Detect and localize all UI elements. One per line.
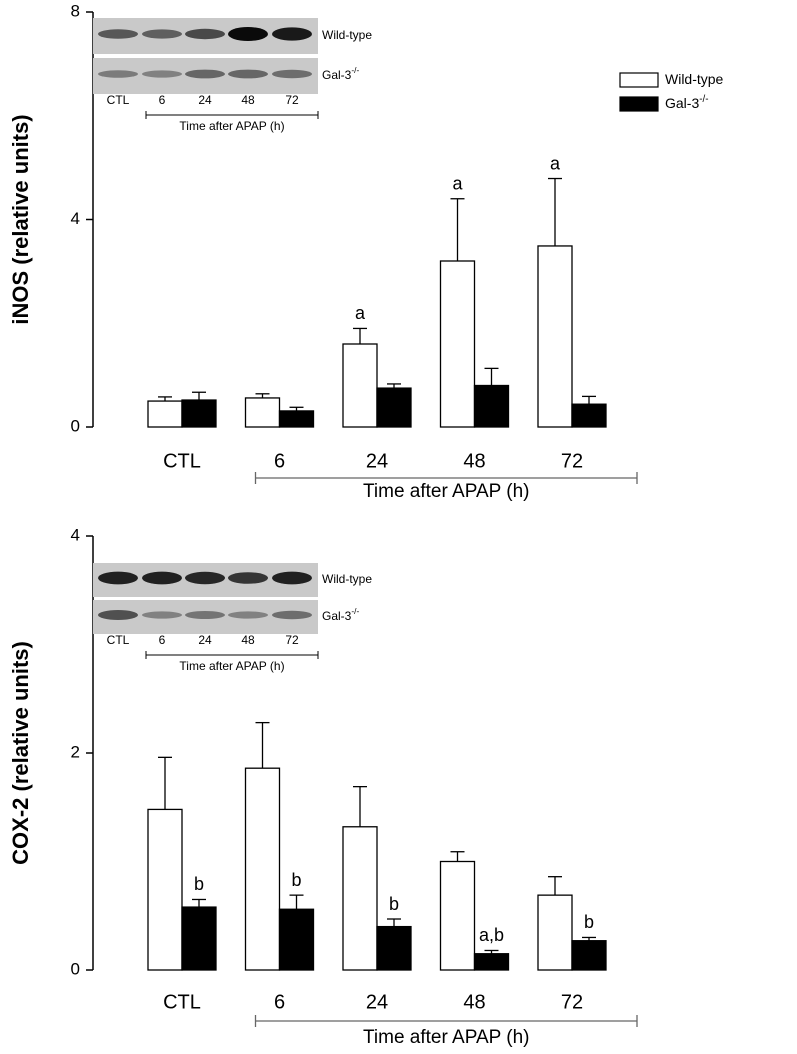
blot-band	[142, 29, 182, 39]
blot-lane-label: 72	[285, 633, 299, 647]
bar	[537, 245, 573, 428]
bar	[439, 260, 476, 428]
y-tick-label: 2	[71, 742, 80, 761]
annotation: a	[550, 153, 561, 173]
blot-band	[272, 571, 312, 585]
x-tick-label: 48	[463, 991, 485, 1013]
annotation: b	[291, 870, 301, 890]
blot-row-label: Wild-type	[322, 572, 372, 586]
y-tick-label: 8	[71, 1, 80, 20]
blot-lane-label: CTL	[107, 633, 130, 647]
blot-row-label-base: Gal-3	[322, 609, 352, 623]
x-tick-label: 24	[366, 991, 388, 1013]
blot-lane-label: CTL	[107, 93, 130, 107]
x-tick-label: 24	[366, 450, 388, 472]
blot-band	[185, 611, 225, 619]
blot-background	[93, 58, 318, 94]
y-tick-label: 4	[71, 525, 80, 544]
blot-lane-label: 48	[241, 93, 255, 107]
bar	[473, 384, 510, 428]
y-axis-label: COX-2 (relative units)	[8, 641, 33, 865]
blot-time-label: Time after APAP (h)	[179, 119, 284, 133]
blot-band	[142, 70, 182, 78]
x-tick-label: 6	[274, 450, 285, 472]
y-axis-label: iNOS (relative units)	[8, 114, 33, 324]
blot-band	[98, 610, 138, 620]
legend-swatch	[619, 96, 659, 112]
blot-lane-label: 24	[198, 633, 212, 647]
legend-swatch	[619, 72, 659, 88]
bar	[244, 397, 281, 428]
bar	[278, 410, 315, 428]
blot-band	[185, 571, 225, 585]
y-tick-label: 0	[71, 416, 80, 435]
y-tick-label: 4	[71, 209, 80, 228]
blot-row-label: Wild-type	[322, 28, 372, 42]
bar	[147, 400, 183, 428]
bar	[342, 343, 378, 428]
bar	[181, 399, 217, 428]
bar	[181, 906, 217, 971]
blot-row-label: Gal-3-/-	[322, 606, 359, 623]
blot-row-label: Gal-3-/-	[322, 65, 359, 82]
blot-row-label-base: Gal-3	[322, 68, 352, 82]
bar	[244, 767, 281, 971]
bar	[571, 940, 607, 971]
annotation: b	[389, 894, 399, 914]
blot-lane-label: 6	[159, 633, 166, 647]
blot-band	[272, 27, 312, 41]
blot-row-label-base: Wild-type	[322, 572, 372, 586]
bar	[278, 908, 315, 971]
annotation: a	[355, 303, 366, 323]
legend-label-base: Wild-type	[665, 71, 724, 87]
annotation: a,b	[479, 925, 504, 945]
blot-band	[272, 69, 312, 79]
blot-lane-label: 6	[159, 93, 166, 107]
blot-band	[228, 27, 268, 41]
blot-band	[228, 572, 268, 584]
legend-label-base: Gal-3	[665, 95, 699, 111]
blot-lane-label: 48	[241, 633, 255, 647]
bar	[473, 953, 510, 971]
blot-band	[272, 610, 312, 620]
bar	[147, 808, 183, 971]
bar	[439, 860, 476, 971]
bar	[537, 894, 573, 971]
blot-band	[185, 28, 225, 40]
bar	[342, 826, 378, 971]
legend-label-superscript: -/-	[699, 94, 708, 105]
x-tick-label: CTL	[163, 991, 201, 1013]
blot-band	[142, 611, 182, 619]
blot-band	[228, 611, 268, 619]
x-axis-label: Time after APAP (h)	[363, 1027, 529, 1048]
annotation: b	[194, 874, 204, 894]
bar	[571, 403, 607, 428]
blot-band	[228, 69, 268, 79]
annotation: b	[584, 912, 594, 932]
x-tick-label: 6	[274, 991, 285, 1013]
x-tick-label: 48	[463, 450, 485, 472]
blot-band	[98, 29, 138, 39]
blot-band	[185, 69, 225, 79]
blot-row-label-superscript: -/-	[351, 65, 359, 75]
x-tick-label: CTL	[163, 450, 201, 472]
blot-time-label: Time after APAP (h)	[179, 659, 284, 673]
x-axis-label: Time after APAP (h)	[363, 481, 529, 502]
bar	[376, 387, 412, 428]
y-tick-label: 0	[71, 959, 80, 978]
legend-label: Gal-3-/-	[665, 94, 708, 111]
blot-lane-label: 72	[285, 93, 299, 107]
blot-band	[98, 70, 138, 78]
legend-label: Wild-type	[665, 71, 724, 87]
annotation: a	[452, 174, 463, 194]
x-tick-label: 72	[561, 450, 583, 472]
blot-lane-label: 24	[198, 93, 212, 107]
blot-row-label-base: Wild-type	[322, 28, 372, 42]
blot-band	[142, 571, 182, 585]
bar	[376, 925, 412, 971]
x-tick-label: 72	[561, 991, 583, 1013]
blot-band	[98, 571, 138, 585]
blot-row-label-superscript: -/-	[351, 606, 359, 616]
